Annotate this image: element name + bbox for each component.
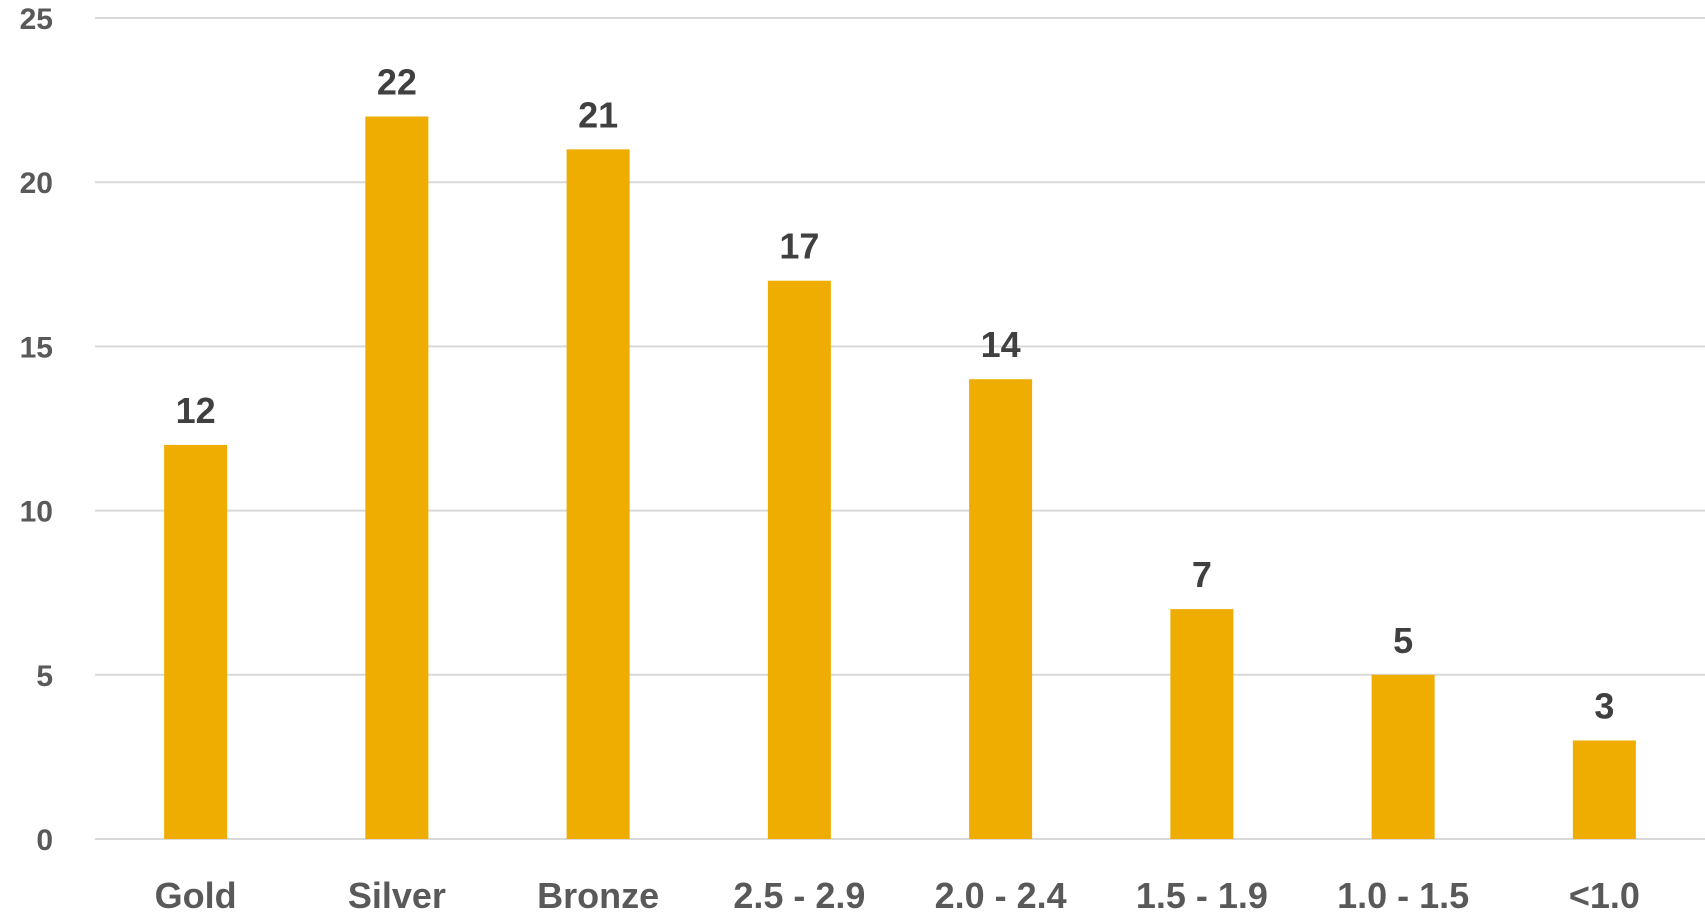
x-tick-label: 1.5 - 1.9: [1136, 875, 1268, 916]
x-tick-label: Gold: [155, 875, 237, 916]
gridlines: [95, 17, 1705, 840]
bars: [164, 116, 1636, 840]
data-labels: 12 22 21 17 14 7 5 3: [176, 62, 1615, 727]
x-tick-label: 2.0 - 2.4: [935, 875, 1067, 916]
bar: [969, 379, 1033, 839]
data-label: 17: [779, 226, 819, 267]
x-tick-label: 1.0 - 1.5: [1337, 875, 1469, 916]
data-label: 14: [981, 324, 1021, 365]
bar: [566, 149, 630, 840]
data-label: 7: [1192, 554, 1212, 595]
y-tick-label: 10: [20, 496, 53, 529]
data-label: 12: [176, 390, 216, 431]
x-axis-ticks: Gold Silver Bronze 2.5 - 2.9 2.0 - 2.4 1.5 - …: [155, 875, 1640, 916]
y-tick-label: 15: [20, 331, 53, 364]
x-tick-label: <1.0: [1569, 875, 1640, 916]
y-tick-label: 0: [36, 824, 53, 857]
data-label: 22: [377, 62, 417, 103]
bar: [1371, 674, 1435, 839]
bar: [164, 444, 228, 839]
bar: [767, 280, 831, 840]
bar: [365, 116, 429, 839]
x-tick-label: Bronze: [537, 875, 659, 916]
bar: [1170, 609, 1234, 839]
y-axis-ticks: 0 5 10 15 20 25: [20, 3, 53, 857]
y-tick-label: 20: [20, 167, 53, 200]
y-tick-label: 25: [20, 3, 53, 36]
data-label: 3: [1594, 685, 1614, 726]
x-tick-label: Silver: [348, 875, 446, 916]
data-label: 5: [1393, 620, 1413, 661]
x-tick-label: 2.5 - 2.9: [733, 875, 865, 916]
data-label: 21: [578, 94, 618, 135]
y-tick-label: 5: [36, 660, 53, 693]
bar: [1572, 740, 1636, 839]
